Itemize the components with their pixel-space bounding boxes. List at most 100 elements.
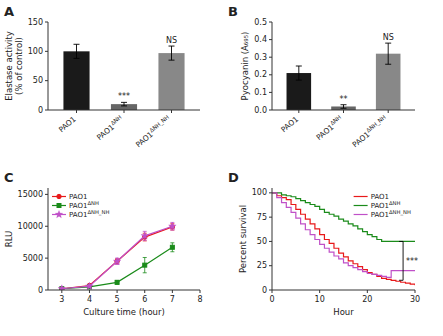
x-tick-label: PAO1ΔNH_NH bbox=[133, 114, 173, 149]
x-tick-label: 0 bbox=[269, 295, 274, 304]
y-tick-label-part: 0.2 bbox=[254, 70, 267, 79]
x-tick-label-part: 3 bbox=[59, 295, 64, 304]
x-tick-label-sup: ΔNH_NH bbox=[365, 114, 387, 134]
panel: 0255075100Percent survival0102030Hour***… bbox=[228, 170, 420, 317]
legend-swatch bbox=[354, 214, 368, 215]
y-tick bbox=[269, 192, 272, 193]
series-line bbox=[62, 226, 173, 288]
x-tick bbox=[61, 290, 62, 293]
y-axis-line bbox=[272, 188, 273, 290]
x-tick-label-part: 8 bbox=[197, 295, 202, 304]
x-tick bbox=[172, 290, 173, 293]
y-tick-label: 0 bbox=[262, 286, 267, 295]
y-tick-label-part: 10000 bbox=[18, 222, 43, 231]
x-tick bbox=[89, 290, 90, 293]
point bbox=[115, 280, 119, 284]
significance-label: *** bbox=[406, 257, 418, 266]
x-tick bbox=[200, 290, 201, 293]
panel: 0.00.10.20.30.40.5Pyocyanin (A₆₉₅)PAO1PA… bbox=[228, 4, 415, 149]
legend-label-sup: ΔNH bbox=[389, 200, 401, 206]
y-tick-label: 0.3 bbox=[254, 53, 267, 62]
axes: 0255075100Percent survival0102030Hour bbox=[238, 188, 420, 317]
error-bar bbox=[115, 280, 119, 284]
y-tick-label: 50 bbox=[33, 76, 43, 85]
legend-marker bbox=[55, 211, 63, 218]
error-bar bbox=[121, 102, 127, 106]
legend-label-part: PAO1 bbox=[69, 193, 87, 201]
x-tick bbox=[415, 290, 416, 293]
x-axis-label: Culture time (hour) bbox=[83, 307, 165, 317]
y-tick bbox=[45, 290, 48, 291]
y-tick-label: 25 bbox=[257, 261, 267, 270]
y-tick-label: 0.2 bbox=[254, 70, 267, 79]
y-tick-label: 0.0 bbox=[254, 106, 267, 115]
y-tick-label-part: 100 bbox=[252, 188, 267, 197]
x-tick-label: 4 bbox=[87, 295, 92, 304]
y-axis-label-part: (% of control) bbox=[14, 37, 24, 95]
panel-letter: C bbox=[4, 170, 14, 185]
y-tick-label: 0 bbox=[38, 106, 43, 115]
y-tick-label: 0 bbox=[38, 286, 43, 295]
bar bbox=[158, 53, 184, 110]
y-tick-label: 50 bbox=[257, 237, 267, 246]
y-tick-label: 0.5 bbox=[254, 18, 267, 27]
legend-label-sup: ΔNH_NH bbox=[389, 209, 411, 216]
y-axis-label: Percent survival bbox=[238, 205, 248, 273]
y-tick-label: 5000 bbox=[23, 254, 43, 263]
y-tick-label: 0.4 bbox=[254, 35, 267, 44]
y-tick bbox=[269, 217, 272, 218]
bracket bbox=[399, 241, 403, 280]
y-tick-label-part: 50 bbox=[33, 76, 43, 85]
x-axis-line bbox=[48, 290, 200, 291]
x-tick bbox=[117, 290, 118, 293]
point bbox=[113, 257, 121, 264]
legend-label: PAO1 bbox=[371, 193, 389, 201]
point bbox=[58, 285, 66, 290]
panel-letter: B bbox=[228, 4, 238, 19]
y-tick bbox=[269, 241, 272, 242]
y-axis-label-part: Pyocyanin (A₆₉₅) bbox=[240, 32, 250, 101]
significance-label: ** bbox=[340, 95, 348, 104]
y-axis-label: RLU bbox=[4, 231, 14, 247]
y-tick bbox=[45, 258, 48, 259]
point bbox=[86, 282, 94, 289]
y-tick bbox=[45, 80, 48, 81]
x-tick bbox=[171, 110, 172, 113]
x-tick-label-part: 7 bbox=[170, 295, 175, 304]
y-tick-label-part: 0.0 bbox=[254, 106, 267, 115]
y-tick-label-part: 0.3 bbox=[254, 53, 267, 62]
significance-label-part: *** bbox=[118, 92, 130, 101]
x-tick-label: PAO1 bbox=[279, 114, 300, 134]
panel-letter: A bbox=[4, 4, 14, 19]
significance-label: NS bbox=[166, 36, 177, 45]
point bbox=[170, 245, 174, 249]
x-tick-label-sup: ΔNH bbox=[329, 114, 342, 126]
point bbox=[141, 232, 149, 239]
x-tick bbox=[319, 290, 320, 293]
axes: 050001000015000RLU345678Culture time (ho… bbox=[4, 188, 203, 317]
y-tick bbox=[269, 22, 272, 23]
y-tick bbox=[269, 57, 272, 58]
x-tick bbox=[144, 290, 145, 293]
y-tick-label-part: 75 bbox=[257, 213, 267, 222]
y-tick-label-part: 0 bbox=[262, 286, 267, 295]
x-tick bbox=[272, 290, 273, 293]
x-tick-label: PAO1 bbox=[57, 114, 78, 134]
point bbox=[169, 222, 177, 229]
error-bar bbox=[169, 46, 175, 60]
error-bar bbox=[74, 44, 80, 58]
legend-label-sup: ΔNH bbox=[87, 200, 99, 206]
y-tick-label-part: 0 bbox=[38, 286, 43, 295]
y-tick-label-part: 0 bbox=[38, 106, 43, 115]
x-tick-label: PAO1ΔNH bbox=[314, 114, 345, 142]
x-tick-label: 5 bbox=[115, 295, 120, 304]
panel-letter: D bbox=[228, 170, 239, 185]
panel-letter-part: A bbox=[4, 4, 14, 19]
error-bar bbox=[170, 243, 174, 252]
y-tick-label: 75 bbox=[257, 213, 267, 222]
x-tick-label-sup: ΔNH bbox=[109, 114, 122, 126]
y-tick-label-part: 100 bbox=[28, 47, 43, 56]
y-tick-label: 15000 bbox=[18, 190, 43, 199]
y-axis-label-part: Elastase activity bbox=[4, 31, 14, 101]
x-axis-line bbox=[272, 290, 415, 291]
